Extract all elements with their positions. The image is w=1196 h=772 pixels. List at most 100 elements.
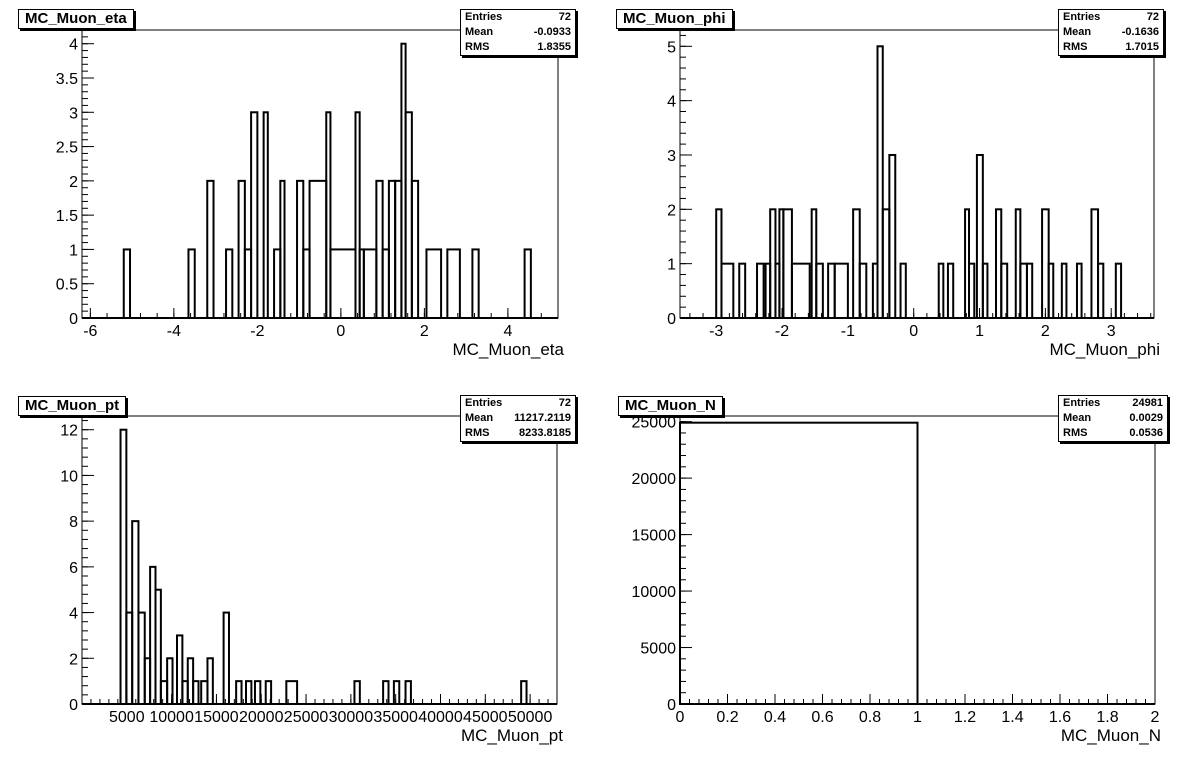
histogram-bar	[410, 179, 420, 319]
histogram-bar	[245, 680, 253, 705]
x-tick-label: 45000	[463, 709, 508, 726]
histogram-title: MC_Muon_eta	[18, 9, 134, 29]
stats-rms-value: 0.0536	[1129, 427, 1163, 439]
x-tick-label: 0	[676, 709, 685, 726]
x-tick-label: 25000	[284, 709, 329, 726]
histogram-bar	[1000, 262, 1009, 319]
histogram-bar	[523, 248, 532, 319]
x-tick-label: 40000	[418, 709, 463, 726]
y-tick-label: 0	[69, 311, 78, 328]
y-tick-label: 1.5	[56, 208, 78, 225]
y-tick-label: 0.5	[56, 277, 78, 294]
stats-entries-label: Entries	[465, 11, 503, 23]
histogram-bar	[264, 680, 273, 705]
x-tick-label: 0	[336, 323, 345, 340]
histogram-bar	[206, 179, 215, 319]
histogram-bar	[790, 262, 811, 319]
x-tick-label: 0.8	[859, 709, 881, 726]
histogram-bar	[815, 262, 824, 319]
x-tick-label: 1	[975, 323, 984, 340]
histogram-bar	[968, 262, 976, 319]
y-tick-label: 2.5	[56, 140, 78, 157]
histogram-bar	[1025, 262, 1034, 319]
x-tick-label: 10000	[149, 709, 194, 726]
y-tick-label: 4	[667, 94, 676, 111]
y-tick-label: 5	[667, 39, 676, 56]
stats-rms-value: 1.7015	[1125, 41, 1159, 53]
stats-entries-label: Entries	[465, 397, 503, 409]
y-tick-label: 10000	[632, 584, 677, 601]
histogram-bar	[250, 111, 259, 319]
histogram-bar	[382, 680, 390, 705]
histogram-panel-phi: -3 -2 -1 0 1 2 3 0 1 2 3 4 5 MC_Muon_phi MC_Muon_phi …	[598, 0, 1196, 386]
y-tick-label: 5000	[640, 641, 676, 658]
histogram-bar	[329, 248, 357, 319]
stats-mean-value: 11217.2119	[514, 412, 571, 424]
x-tick-label: 0.6	[811, 709, 833, 726]
y-tick-label: 1	[667, 257, 676, 274]
histogram-bar	[404, 680, 412, 705]
stats-mean-label: Mean	[1063, 412, 1092, 424]
histogram-bar	[192, 680, 200, 705]
stats-entries-value: 72	[1146, 11, 1159, 23]
y-tick-label: 10	[60, 468, 78, 485]
y-tick-label: 25000	[632, 415, 677, 432]
stats-rms-label: RMS	[1063, 41, 1088, 53]
histogram-bar	[782, 208, 793, 319]
x-tick-label: 2	[1151, 709, 1160, 726]
y-tick-label: 12	[60, 423, 78, 440]
x-tick-label: 0.4	[764, 709, 786, 726]
histogram-bar	[833, 262, 849, 319]
stats-mean-value: -0.0933	[533, 26, 571, 38]
histogram-plot-phi: -3 -2 -1 0 1 2 3 0 1 2 3 4 5 MC_Muon_phi	[667, 29, 1160, 359]
x-tick-label: -3	[709, 323, 723, 340]
x-tick-label: 2	[420, 323, 429, 340]
histogram-bar	[1075, 262, 1083, 319]
x-tick-label: 1.4	[1001, 709, 1023, 726]
histogram-bar	[122, 248, 132, 319]
histogram-bar	[392, 680, 401, 705]
histogram-bar	[1114, 262, 1123, 319]
histogram-bar	[262, 111, 269, 319]
x-tick-label: 1.2	[954, 709, 976, 726]
y-tick-label: 4	[69, 606, 78, 623]
x-tick-label: 50000	[508, 709, 553, 726]
stats-mean-label: Mean	[1063, 26, 1092, 38]
histogram-bar	[888, 153, 897, 319]
x-tick-label: 1	[913, 709, 922, 726]
histogram-panel-pt: 5000 10000 15000 20000 25000 30000 35000 40000 4…	[0, 386, 598, 772]
stats-box: Entries 72 Mean -0.1636 RMS 1.7015	[1058, 9, 1164, 56]
histogram-bar	[937, 262, 945, 319]
y-tick-label: 15000	[632, 528, 677, 545]
histogram-bar	[1097, 262, 1105, 319]
stats-rms-label: RMS	[1063, 427, 1088, 439]
plot-frame	[679, 29, 1155, 319]
x-tick-label: 0	[909, 323, 918, 340]
y-tick-label: 3.5	[56, 71, 78, 88]
histogram-bar	[720, 262, 735, 319]
stats-entries-value: 72	[558, 397, 571, 409]
stats-rms-label: RMS	[465, 41, 490, 53]
stats-entries-label: Entries	[1063, 397, 1101, 409]
x-axis-title: MC_Muon_pt	[461, 726, 563, 745]
x-tick-label: 30000	[329, 709, 374, 726]
x-tick-label: 5000	[109, 709, 145, 726]
histogram-plot-pt: 5000 10000 15000 20000 25000 30000 35000 40000 4…	[60, 415, 563, 745]
histogram-bar	[446, 248, 461, 319]
histogram-panel-eta: -6 -4 -2 0 2 4 0 0.5 1 1.5 2 2.5 3 3.5 4 MC_Muon_eta MC…	[0, 0, 598, 386]
plot-frame	[81, 29, 559, 319]
x-tick-label: 1.8	[1096, 709, 1118, 726]
x-tick-label: 2	[1041, 323, 1050, 340]
x-axis-title: MC_Muon_phi	[1049, 340, 1160, 359]
histogram-bar	[981, 262, 989, 319]
x-tick-label: -2	[775, 323, 789, 340]
stats-box: Entries 24981 Mean 0.0029 RMS 0.0536	[1058, 395, 1168, 442]
plot-frame	[81, 415, 558, 705]
histogram-bar	[206, 657, 214, 705]
y-tick-label: 2	[69, 174, 78, 191]
stats-rms-value: 1.8355	[537, 41, 571, 53]
histogram-bar	[679, 421, 919, 705]
histogram-panel-n: 0 0.2 0.4 0.6 0.8 1 1.2 1.4 1.6 1.8 2 0 5000 10000 150…	[598, 386, 1196, 772]
histogram-title: MC_Muon_N	[618, 396, 723, 416]
